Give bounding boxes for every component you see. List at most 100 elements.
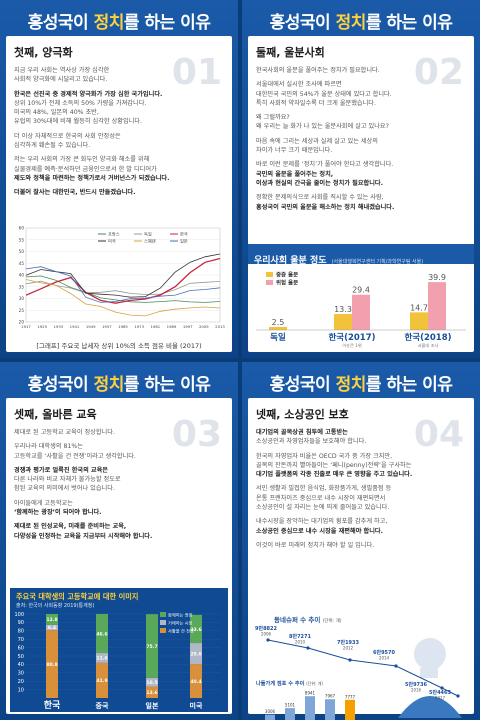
section-body: 대기업의 골목상권 침투에 고통받는 소상공인과 자영업자들을 보호해야 합니다.… bbox=[256, 429, 413, 549]
legend-label: 독일 bbox=[144, 231, 152, 238]
panel-title: 홍성국이 정치를 하는 이유 bbox=[269, 13, 453, 33]
legend-label: 거래하는 시장 bbox=[168, 620, 193, 627]
point-year: 2016 bbox=[411, 688, 422, 693]
x-tick-label: 2005 bbox=[199, 324, 209, 329]
section-number: 02 bbox=[413, 52, 464, 93]
category-sub: 이슈큰 1위 bbox=[342, 342, 362, 349]
point-label: 5만9736 bbox=[405, 681, 428, 688]
bar-label: 7777 bbox=[345, 694, 356, 699]
panel-education: 홍성국이 정치를 하는 이유 03 셋째, 올바른 교육 제대로 된 고등학교 … bbox=[0, 362, 238, 720]
point-label: 7만1933 bbox=[337, 639, 360, 646]
y-tick-label: 25 bbox=[19, 308, 25, 313]
chart-title-2: 나들가게 점포 수 추이 (단위: 개) bbox=[256, 681, 323, 687]
data-label: 75.7 bbox=[146, 644, 157, 650]
y-tick-label: 20 bbox=[18, 679, 24, 685]
line-point bbox=[394, 664, 398, 668]
section-body: 한국사회의 울분을 풀어주는 정치가 필요합니다. 서울대에서 실시한 조사에 … bbox=[256, 67, 395, 211]
bar-segment bbox=[190, 614, 202, 644]
chart-title-1: 동네슈퍼 수 추이 (단위: 개) bbox=[274, 616, 342, 624]
data-label: 39.9 bbox=[428, 273, 446, 282]
legend-label: 함께하는 광장 bbox=[168, 612, 193, 619]
data-label: 13.3 bbox=[334, 305, 352, 314]
point-label: 6만9570 bbox=[373, 649, 396, 656]
x-tick-label: 1917 bbox=[21, 324, 31, 329]
x-tick-label: 1933 bbox=[53, 324, 63, 329]
y-tick-label: 20 bbox=[19, 320, 25, 325]
point-label: 8만7271 bbox=[289, 633, 312, 640]
category-label: 중국 bbox=[96, 702, 109, 710]
bar-segment bbox=[190, 664, 202, 698]
y-tick-label: 30 bbox=[19, 296, 25, 301]
data-label: 2.5 bbox=[272, 318, 285, 327]
bar-1 bbox=[428, 282, 446, 330]
resentment-bar-chart: 2.5 독일 13.3 29.4 한국(2017)이슈큰 1위 14.7 39.9 한국(20… bbox=[256, 271, 466, 349]
y-tick-label: 10 bbox=[18, 687, 24, 693]
chart-title: 주요국 대학생의 고등학교에 대한 이미지 bbox=[16, 592, 139, 601]
data-label: 25.0 bbox=[190, 651, 201, 657]
series-line-4 bbox=[25, 279, 221, 317]
panel-title: 홍성국이 정치를 하는 이유 bbox=[269, 375, 453, 395]
bar-label: 3006 bbox=[265, 709, 276, 714]
bar-segment bbox=[190, 643, 202, 665]
category-label: 독일 bbox=[270, 332, 286, 343]
data-label: 11.6 bbox=[96, 656, 107, 662]
bar-segment bbox=[46, 614, 58, 625]
legend-swatch bbox=[160, 620, 166, 625]
line-point bbox=[306, 646, 310, 650]
x-tick-label: 1949 bbox=[86, 324, 96, 329]
y-tick-label: 50 bbox=[18, 654, 24, 660]
category-label: 일본 bbox=[146, 701, 159, 710]
store-bar bbox=[345, 699, 355, 720]
bar-segment bbox=[96, 613, 108, 654]
bar-label: 8941 bbox=[305, 691, 316, 696]
store-bar bbox=[285, 708, 295, 720]
category-label: 미국 bbox=[190, 701, 203, 710]
chart-source: 출처: 한국의 사회동향 2019(통계청) bbox=[16, 603, 95, 609]
data-label: 29.4 bbox=[352, 286, 370, 295]
x-tick-label: 1981 bbox=[150, 324, 160, 329]
chart-header: 우리사회 울분 정도 (서울대행복연구센터 기획/과학연구팀 서울) bbox=[248, 244, 474, 266]
content-card: 03 셋째, 올바른 교육 제대로 된 고등학교 교육이 정상합니다. 우리나라… bbox=[6, 398, 232, 714]
section-subtitle: 둘째, 울분사회 bbox=[256, 46, 325, 59]
store-bar bbox=[265, 714, 275, 720]
bar-segment bbox=[96, 662, 108, 698]
point-year: 2012 bbox=[343, 646, 354, 651]
content-card: 02 둘째, 울분사회 한국사회의 울분을 풀어주는 정치가 필요합니다. 서울… bbox=[248, 36, 474, 352]
chart-title: 우리사회 울분 정도 bbox=[254, 256, 327, 266]
x-tick-label: 1957 bbox=[102, 324, 112, 329]
legend-swatch bbox=[266, 280, 273, 285]
shop-count-line bbox=[267, 639, 459, 697]
content-card: 04 넷째, 소상공인 보호 대기업의 골목상권 침투에 고통받는 소상공인과 자… bbox=[248, 398, 474, 720]
bar-segment bbox=[96, 653, 108, 663]
y-tick-label: 40 bbox=[18, 662, 24, 668]
point-year: 2010 bbox=[295, 640, 306, 645]
y-tick-label: 35 bbox=[19, 284, 25, 289]
store-bar bbox=[325, 699, 335, 720]
chart-caption: [그래프] 주요국 납세자 상위 10%의 소득 점유 비율 (2017) bbox=[36, 342, 202, 350]
legend-swatch bbox=[266, 272, 273, 277]
data-label: 33.6 bbox=[190, 627, 201, 633]
y-tick-label: 40 bbox=[19, 273, 25, 278]
data-label: 80.8 bbox=[46, 662, 57, 668]
series-line-5 bbox=[25, 266, 221, 303]
line-point bbox=[440, 686, 444, 690]
y-tick-label: 90 bbox=[18, 620, 24, 626]
point-year: 2014 bbox=[379, 656, 390, 661]
line-point bbox=[348, 658, 352, 662]
legend-label: 한국 bbox=[180, 232, 188, 238]
legend-label: 프랑스 bbox=[108, 231, 120, 237]
y-tick-label: 80 bbox=[18, 629, 24, 635]
legend-swatch bbox=[160, 628, 166, 633]
x-tick-label: 1973 bbox=[134, 324, 144, 329]
chart-area: 주요국 대학생의 고등학교에 대한 이미지 출처: 한국의 사회동향 2019(… bbox=[10, 588, 228, 712]
data-label: 6.4 bbox=[48, 625, 56, 631]
category-sub: 서울대 조사 bbox=[418, 342, 439, 349]
person-head bbox=[414, 638, 446, 670]
line-point bbox=[266, 638, 270, 642]
legend-label: 사활을 건 전쟁 bbox=[168, 628, 194, 635]
category-label: 한국 bbox=[44, 699, 61, 711]
line-point bbox=[456, 694, 460, 698]
bar-1 bbox=[352, 294, 370, 330]
bar-label: 5101 bbox=[285, 703, 296, 708]
